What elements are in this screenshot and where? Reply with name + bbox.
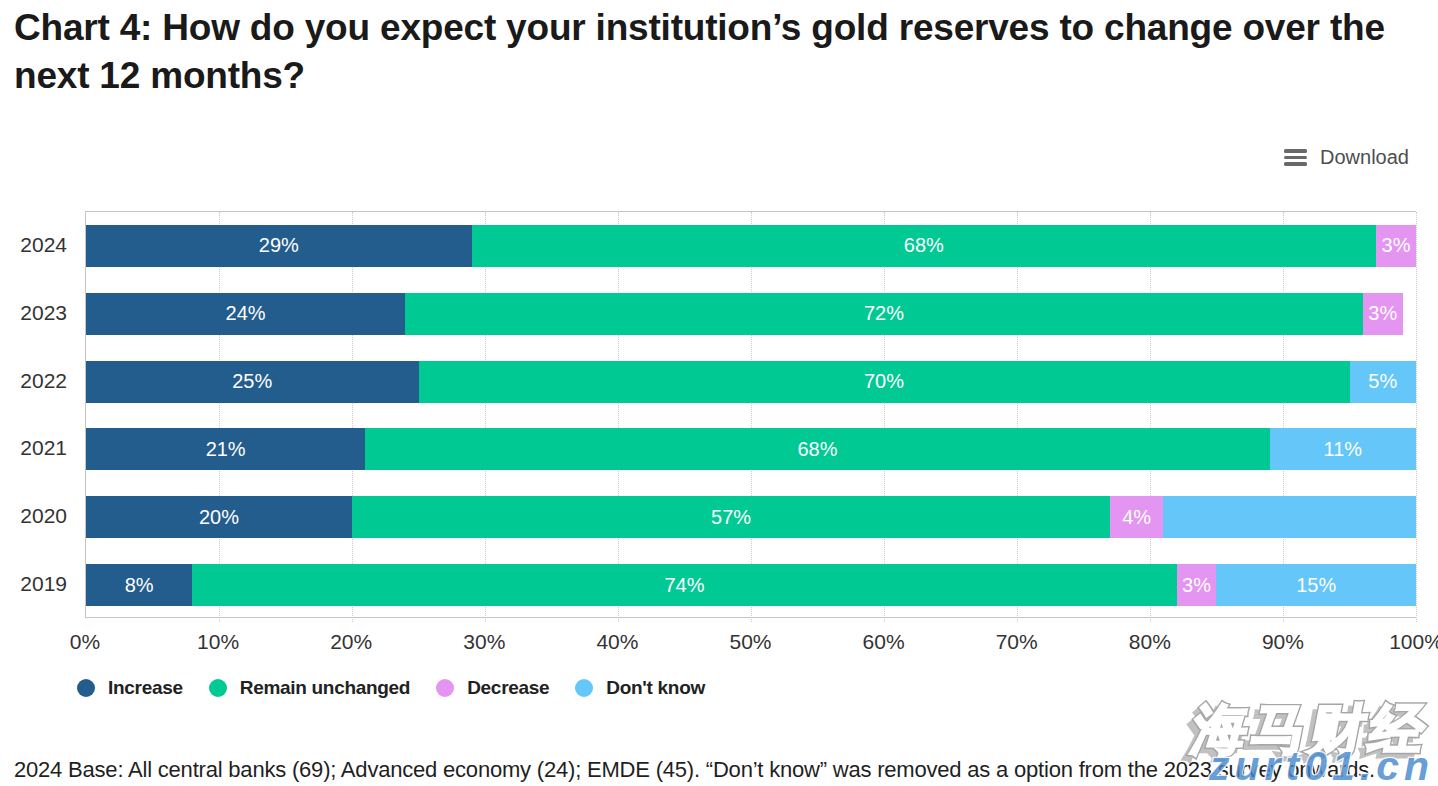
bar-value-label: 25% — [232, 370, 272, 393]
bar-segment-2021[interactable]: 68% — [365, 428, 1269, 470]
bar-segment-2021[interactable]: 11% — [1270, 428, 1416, 470]
bar-segment-2022[interactable]: 5% — [1350, 361, 1417, 403]
bar-segment-2024[interactable]: 29% — [86, 225, 472, 267]
bar-segment-2024[interactable]: 3% — [1376, 225, 1416, 267]
legend-bullet — [575, 679, 593, 697]
bar-row-2024: 29% 68% 3% — [86, 225, 1416, 267]
menu-icon — [1284, 149, 1307, 166]
chart-title: Chart 4: How do you expect your institut… — [14, 4, 1385, 100]
gridline — [485, 212, 486, 622]
bar-value-label: 57% — [711, 506, 751, 529]
bar-value-label: 4% — [1122, 506, 1151, 529]
bar-segment-2022[interactable]: 70% — [419, 361, 1350, 403]
bar-segment-2019[interactable]: 15% — [1216, 564, 1416, 606]
bar-value-label: 5% — [1368, 370, 1397, 393]
x-axis-label: 60% — [863, 630, 905, 654]
x-axis-label: 30% — [463, 630, 505, 654]
bar-value-label: 68% — [797, 438, 837, 461]
x-axis-labels: 0%10%20%30%40%50%60%70%80%90%100% — [85, 630, 1416, 656]
gridline — [1416, 212, 1417, 622]
legend-label: Remain unchanged — [240, 677, 410, 699]
bar-value-label: 15% — [1296, 574, 1336, 597]
legend-label: Increase — [108, 677, 183, 699]
gridline — [1017, 212, 1018, 622]
y-axis-labels: 2024 2023 2022 2021 2020 2019 — [0, 211, 67, 618]
legend-bullet — [209, 679, 227, 697]
gridline — [1150, 212, 1151, 622]
bar-value-label: 11% — [1324, 438, 1363, 461]
bar-row-2020: 20% 57% 4% — [86, 496, 1416, 538]
y-axis-label-2021: 2021 — [0, 435, 67, 461]
bar-segment-2023[interactable]: 24% — [86, 293, 405, 335]
gridline — [219, 212, 220, 622]
x-axis-label: 10% — [197, 630, 239, 654]
bar-value-label: 21% — [206, 438, 246, 461]
legend-item-don-t-know[interactable]: Don't know — [575, 677, 705, 699]
chart-title-line1: Chart 4: How do you expect your institut… — [14, 4, 1385, 52]
y-axis-label-2022: 2022 — [0, 368, 67, 394]
plot-area: 29% 68% 3% 24% 72% 3% 25% 70% 5% 21% 68% 11% 20% 57% 4… — [85, 211, 1416, 618]
legend-label: Don't know — [606, 677, 705, 699]
bar-value-label: 3% — [1182, 574, 1211, 597]
legend-item-decrease[interactable]: Decrease — [436, 677, 549, 699]
bar-row-2019: 8% 74% 3% 15% — [86, 564, 1416, 606]
bar-segment-2020[interactable]: 20% — [86, 496, 352, 538]
bar-value-label: 24% — [226, 302, 266, 325]
gridline — [1283, 212, 1284, 622]
gridline — [751, 212, 752, 622]
download-label: Download — [1320, 146, 1409, 169]
legend-bullet — [77, 679, 95, 697]
bar-value-label: 70% — [864, 370, 904, 393]
bar-row-2022: 25% 70% 5% — [86, 361, 1416, 403]
bar-segment-2019[interactable]: 74% — [192, 564, 1176, 606]
legend-bullet — [436, 679, 454, 697]
bar-value-label: 8% — [125, 574, 154, 597]
bar-value-label: 72% — [864, 302, 904, 325]
legend: Increase Remain unchanged Decrease Don't kn… — [77, 677, 705, 699]
bar-value-label: 3% — [1368, 302, 1397, 325]
gridline — [884, 212, 885, 622]
bar-value-label: 20% — [199, 506, 239, 529]
x-axis-label: 80% — [1129, 630, 1171, 654]
bar-segment-2023[interactable]: 3% — [1363, 293, 1403, 335]
legend-label: Decrease — [467, 677, 549, 699]
legend-item-increase[interactable]: Increase — [77, 677, 183, 699]
bar-row-2023: 24% 72% 3% — [86, 293, 1416, 335]
x-axis-label: 20% — [330, 630, 372, 654]
x-axis-label: 40% — [596, 630, 638, 654]
gridline — [352, 212, 353, 622]
watermark-url: zurt01.cn — [1138, 740, 1438, 786]
x-axis-label: 0% — [70, 630, 100, 654]
bar-segment-2019[interactable]: 8% — [86, 564, 192, 606]
legend-item-remain-unchanged[interactable]: Remain unchanged — [209, 677, 410, 699]
x-axis-label: 50% — [729, 630, 771, 654]
bar-segment-2021[interactable]: 21% — [86, 428, 365, 470]
svg-text:zurt01.cn: zurt01.cn — [1208, 743, 1434, 786]
bar-row-2021: 21% 68% 11% — [86, 428, 1416, 470]
bar-value-label: 74% — [664, 574, 704, 597]
y-axis-label-2024: 2024 — [0, 232, 67, 258]
x-axis-label: 90% — [1262, 630, 1304, 654]
x-axis-label: 70% — [996, 630, 1038, 654]
bar-value-label: 29% — [259, 234, 299, 257]
download-button[interactable]: Download — [1284, 146, 1409, 169]
bar-value-label: 68% — [904, 234, 944, 257]
bar-segment-2022[interactable]: 25% — [86, 361, 419, 403]
x-axis-label: 100% — [1389, 630, 1438, 654]
y-axis-label-2020: 2020 — [0, 503, 67, 529]
bar-segment-2023[interactable]: 72% — [405, 293, 1363, 335]
bar-segment-2019[interactable]: 3% — [1177, 564, 1217, 606]
bar-segment-2020[interactable] — [1163, 496, 1416, 538]
bar-segment-2020[interactable]: 57% — [352, 496, 1110, 538]
bar-segment-2024[interactable]: 68% — [472, 225, 1376, 267]
y-axis-label-2023: 2023 — [0, 300, 67, 326]
y-axis-label-2019: 2019 — [0, 571, 67, 597]
bar-value-label: 3% — [1382, 234, 1411, 257]
chart-title-line2: next 12 months? — [14, 52, 1385, 100]
gridline — [618, 212, 619, 622]
bar-segment-2020[interactable]: 4% — [1110, 496, 1163, 538]
